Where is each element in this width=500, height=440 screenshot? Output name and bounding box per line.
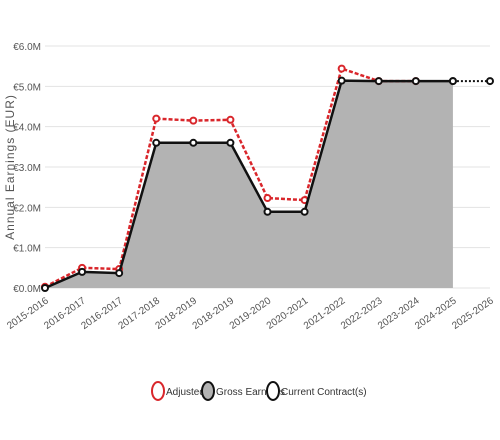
point [189,138,198,147]
legend-marker [266,381,280,401]
legend-label: Adjusted [166,387,205,398]
point [41,284,49,292]
point [263,207,272,216]
point [189,116,198,125]
legend-label: Current Contract(s) [281,387,367,398]
point [486,77,494,86]
y-tick-label: €3.0M [13,163,41,174]
point [115,269,124,278]
point [152,138,161,147]
y-tick-label: €6.0M [13,42,41,53]
point [448,77,457,86]
y-tick-label: €5.0M [13,82,41,93]
y-tick-label: €4.0M [13,123,41,134]
y-tick-label: €0.0M [13,284,41,295]
legend-label: Gross Earnings [216,387,285,398]
point [374,77,383,86]
point [337,64,346,73]
legend-marker [151,381,165,401]
point [78,267,87,276]
point [152,114,161,123]
point [226,115,235,124]
point [411,77,420,86]
x-tick-label: 2025-2026 [450,295,496,332]
y-tick-label: €2.0M [13,203,41,214]
point [226,138,235,147]
y-axis-label: Annual Earnings (EUR) [3,94,17,240]
point [263,194,272,203]
line [44,79,453,290]
point [337,76,346,85]
y-tick-label: €1.0M [13,244,41,255]
area [45,80,453,288]
legend-marker [201,381,215,401]
point [300,207,309,216]
